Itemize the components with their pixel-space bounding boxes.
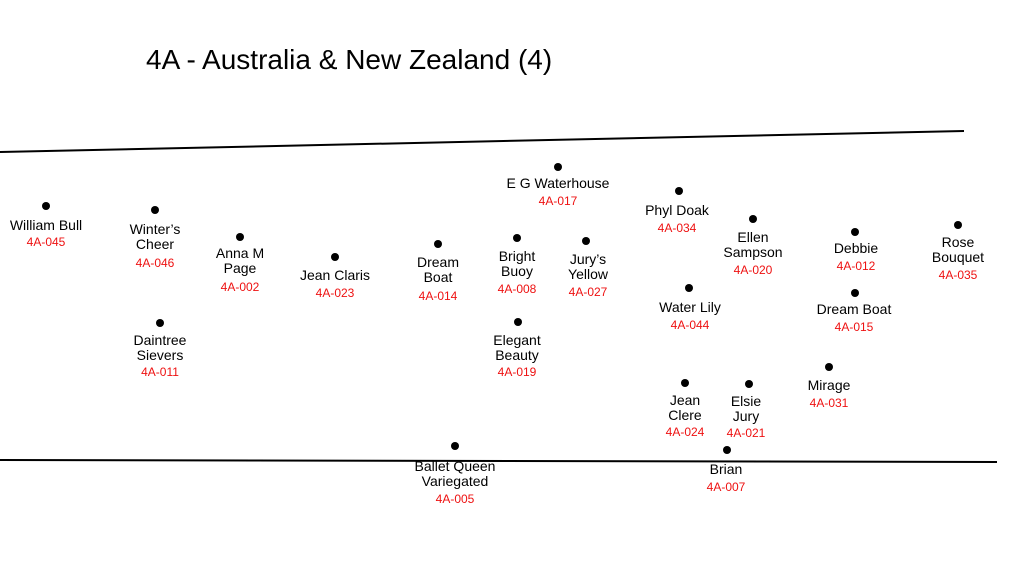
plant-code: 4A-011 <box>141 365 179 379</box>
plant-code: 4A-017 <box>538 194 578 208</box>
plant-code: 4A-046 <box>135 256 175 270</box>
plant-label: Dream Boat 4A-015 <box>784 302 924 335</box>
plant-marker-dot <box>451 442 459 450</box>
plant-label: Water Lily 4A-044 <box>620 300 760 333</box>
plant-name: Water Lily <box>659 299 721 315</box>
plant-name: Elsie Jury <box>730 393 762 424</box>
bed-title: 4A - Australia & New Zealand (4) <box>146 44 553 75</box>
plant-marker-dot <box>851 289 859 297</box>
plant-name: Jean Clere <box>668 392 702 423</box>
plant-name: Elegant Beauty <box>493 332 541 363</box>
plant-marker-dot <box>42 202 50 210</box>
plant-marker-dot <box>434 240 442 248</box>
bed-top-edge <box>0 130 965 153</box>
bed-bottom-edge <box>0 459 998 463</box>
plant-marker-dot <box>156 319 164 327</box>
plant-name: Daintree Sievers <box>133 332 187 363</box>
plant-label: E G Waterhouse 4A-017 <box>488 176 628 209</box>
plant-label: Dream Boat 4A-014 <box>408 255 468 304</box>
plant-marker-dot <box>151 206 159 214</box>
plant-marker-dot <box>675 187 683 195</box>
plant-name: Dream Boat <box>816 301 892 317</box>
plant-marker-dot <box>749 215 757 223</box>
plant-code: 4A-024 <box>665 425 705 439</box>
plant-label: Jury’s Yellow 4A-027 <box>558 252 618 300</box>
plant-marker-dot <box>954 221 962 229</box>
plant-name: Rose Bouquet <box>931 234 985 265</box>
plant-label: Rose Bouquet 4A-035 <box>918 235 998 283</box>
plant-name: Ellen Sampson <box>723 229 783 260</box>
plant-code: 4A-012 <box>836 259 876 273</box>
plant-name: Debbie <box>833 240 879 256</box>
plant-name: Winter’s Cheer <box>129 221 181 252</box>
plant-code: 4A-023 <box>315 286 355 300</box>
plant-label: William Bull 4A-045 <box>0 218 116 250</box>
plant-label: Debbie 4A-012 <box>786 241 926 274</box>
plant-marker-dot <box>825 363 833 371</box>
plant-label: Elsie Jury 4A-021 <box>721 394 771 441</box>
plant-code: 4A-014 <box>418 289 458 303</box>
plant-code: 4A-034 <box>657 221 697 235</box>
plant-name: Brian <box>709 461 743 477</box>
plant-marker-dot <box>723 446 731 454</box>
plant-name: Jury’s Yellow <box>568 251 608 282</box>
plant-code: 4A-020 <box>733 263 773 277</box>
plant-code: 4A-007 <box>706 480 746 494</box>
plant-marker-dot <box>514 318 522 326</box>
plant-marker-dot <box>554 163 562 171</box>
plant-marker-dot <box>236 233 244 241</box>
plant-label: Phyl Doak 4A-034 <box>607 203 747 236</box>
plant-name: Dream Boat <box>416 254 459 285</box>
plant-name: Ballet Queen Variegated <box>414 458 496 489</box>
plant-code: 4A-027 <box>568 285 608 299</box>
plant-marker-dot <box>745 380 753 388</box>
plant-name: E G Waterhouse <box>506 175 610 191</box>
plant-marker-dot <box>331 253 339 261</box>
plant-name: Phyl Doak <box>645 202 709 218</box>
plant-label: Brian 4A-007 <box>656 462 796 495</box>
plant-label: Jean Clere 4A-024 <box>660 393 710 440</box>
plant-label: Ellen Sampson 4A-020 <box>713 230 793 278</box>
plant-marker-dot <box>513 234 521 242</box>
plant-code: 4A-021 <box>726 426 766 440</box>
plant-name: William Bull <box>9 217 83 233</box>
plant-label: Bright Buoy 4A-008 <box>487 249 547 297</box>
plant-label: Ballet Queen Variegated 4A-005 <box>405 459 505 507</box>
plant-label: Mirage 4A-031 <box>759 378 899 411</box>
plant-code: 4A-044 <box>670 318 710 332</box>
plant-code: 4A-002 <box>220 280 260 294</box>
plant-label: Daintree Sievers 4A-011 <box>120 333 200 380</box>
plant-code: 4A-031 <box>809 396 849 410</box>
plant-label: Winter’s Cheer 4A-046 <box>110 222 200 271</box>
plant-name: Mirage <box>807 377 851 393</box>
plant-marker-dot <box>582 237 590 245</box>
plant-marker-dot <box>685 284 693 292</box>
plant-code: 4A-015 <box>834 320 874 334</box>
plant-code: 4A-035 <box>938 268 978 282</box>
plant-code: 4A-008 <box>497 282 537 296</box>
plant-code: 4A-019 <box>497 365 537 379</box>
plant-name: Anna M Page <box>215 245 265 276</box>
plant-name: Bright Buoy <box>498 248 536 279</box>
plant-code: 4A-045 <box>26 235 66 249</box>
plant-label: Jean Claris 4A-023 <box>265 268 405 301</box>
plant-label: Elegant Beauty 4A-019 <box>482 333 552 380</box>
plant-marker-dot <box>681 379 689 387</box>
plant-label: Anna M Page 4A-002 <box>205 246 275 295</box>
plant-name: Jean Claris <box>299 267 371 283</box>
plant-marker-dot <box>851 228 859 236</box>
plant-code: 4A-005 <box>435 492 475 506</box>
